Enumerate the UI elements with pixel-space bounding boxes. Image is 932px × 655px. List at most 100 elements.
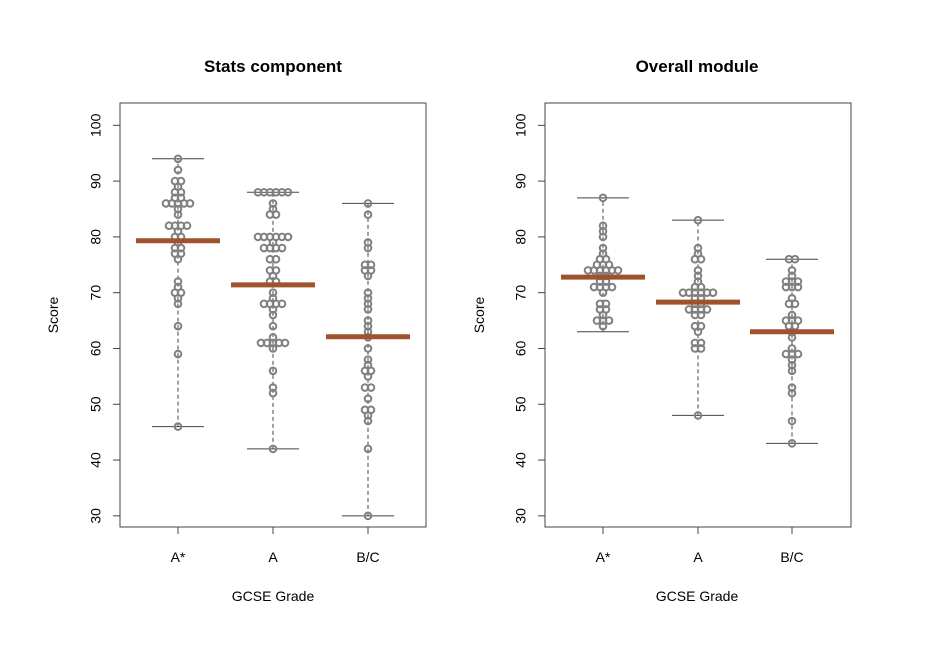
data-point [613,266,623,275]
data-point [702,305,712,314]
data-point [787,360,797,370]
data-point [787,439,797,448]
data-point [268,305,278,314]
data-point [185,199,195,208]
data-point [693,411,703,420]
data-point [598,288,608,297]
data-point [271,210,281,219]
data-point [363,271,373,281]
data-point [787,271,797,281]
y-tick-label: 90 [513,173,529,189]
y-tick-label: 80 [88,229,104,245]
data-point [598,321,608,331]
data-point [693,266,703,275]
data-point [268,310,278,320]
data-point [363,210,373,219]
data-point [363,394,373,403]
overall-module-panel: Overall module GCSE Grade Score 30 40 50 60… [471,57,852,604]
data-point [787,355,797,364]
x-tick-label: A* [596,549,611,565]
data-point [173,277,183,286]
x-axis-label: GCSE Grade [656,588,739,604]
data-point [366,260,376,270]
data-point [173,299,183,309]
data-point [598,310,608,320]
data-point [693,215,703,225]
data-point [696,282,706,292]
x-axis-label: GCSE Grade [232,588,315,604]
data-point [708,288,718,297]
y-axis-label: Score [471,297,487,334]
data-point [793,349,803,359]
y-tick-label: 70 [88,285,104,301]
data-point [607,282,617,292]
data-point [363,199,373,208]
data-point [271,254,281,264]
data-point [696,338,706,348]
data-point [173,349,183,359]
data-point [790,254,800,264]
y-tick-label: 100 [88,113,104,137]
data-point [173,254,183,264]
data-point [787,416,797,426]
data-point [363,321,373,331]
data-point [366,383,376,392]
chart-title: Overall module [636,57,759,76]
data-point [363,243,373,253]
data-point [693,271,703,281]
data-point [787,383,797,392]
data-point [363,444,373,454]
data-point [173,204,183,214]
data-point [787,310,797,320]
y-tick-label: 80 [513,229,529,245]
x-tick-label: A [268,549,278,565]
data-point [363,372,373,381]
data-point [363,316,373,325]
y-tick-label: 90 [88,173,104,189]
data-point [793,282,803,292]
y-tick-label: 100 [513,113,529,137]
y-tick-label: 30 [88,508,104,524]
data-point [280,338,290,348]
x-tick-label: B/C [780,549,803,565]
data-point [182,221,192,231]
x-tick-label: A* [171,549,186,565]
data-point [793,277,803,286]
data-point [268,333,278,342]
y-tick-label: 50 [88,396,104,412]
data-point [268,288,278,297]
x-tick-label: B/C [356,549,379,565]
y-tick-label: 30 [513,508,529,524]
data-point [283,232,293,242]
data-point [173,165,183,175]
data-point [363,344,373,353]
data-point [277,243,287,253]
data-point [598,221,608,231]
data-point [173,154,183,164]
data-point [283,187,293,197]
data-point [176,243,186,253]
y-tick-label: 70 [513,285,529,301]
data-point [173,293,183,303]
y-tick-label: 60 [513,340,529,356]
data-point [363,293,373,303]
data-point [173,321,183,331]
y-tick-label: 50 [513,396,529,412]
data-point [363,238,373,247]
data-point [598,227,608,236]
data-point [787,266,797,275]
data-point [598,243,608,253]
chart-title: Stats component [204,57,342,76]
data-point [268,388,278,398]
data-point [363,416,373,426]
data-point [363,288,373,297]
data-point [787,344,797,353]
data-point [363,411,373,420]
y-axis-label: Score [45,297,61,334]
data-point [268,344,278,353]
data-point [604,316,614,325]
data-point [598,232,608,242]
data-point [693,243,703,253]
data-point [268,383,278,392]
